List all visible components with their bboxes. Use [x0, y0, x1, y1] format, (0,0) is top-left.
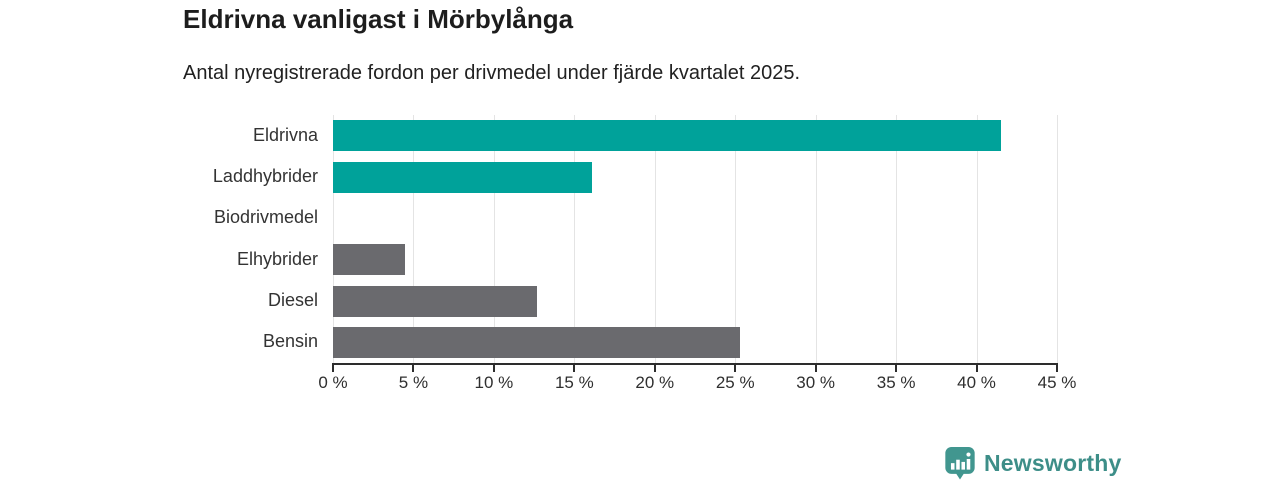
gridline — [493, 115, 495, 363]
gridline — [735, 115, 737, 363]
category-label: Bensin — [262, 331, 318, 352]
x-tick-mark — [895, 365, 898, 372]
x-tick-label: 0 % — [318, 373, 348, 392]
gridline — [333, 115, 334, 363]
newsworthy-brand-text: Newsworthy — [984, 449, 1122, 476]
x-tick-mark — [975, 365, 978, 372]
x-tick-label: 5 % — [398, 373, 429, 392]
category-label: Eldrivna — [252, 124, 318, 145]
chart-title: Eldrivna vanligast i Mörbylånga — [183, 4, 574, 34]
x-tick-mark — [573, 365, 576, 372]
plot-area — [333, 115, 1058, 363]
x-tick-label: 10 % — [474, 373, 514, 392]
x-tick-label: 15 % — [554, 373, 594, 392]
x-tick-label: 35 % — [876, 373, 916, 392]
x-axis-line — [332, 363, 1058, 365]
x-tick-mark — [332, 365, 334, 372]
bar-laddhybrider — [333, 161, 593, 193]
bar-diesel — [333, 285, 538, 317]
x-tick-mark — [734, 365, 737, 372]
category-label: Diesel — [267, 290, 318, 310]
category-label: Elhybrider — [236, 248, 318, 269]
x-tick-mark — [1056, 365, 1058, 372]
gridline — [1057, 115, 1058, 363]
newsworthy-logo-icon — [945, 446, 975, 480]
gridline — [815, 115, 817, 363]
newsworthy-brand: Newsworthy — [945, 446, 1121, 480]
gridline — [654, 115, 656, 363]
x-tick-label: 30 % — [796, 373, 836, 392]
x-tick-label: 25 % — [715, 373, 755, 392]
category-label: Biodrivmedel — [213, 207, 318, 228]
x-tick-label: 40 % — [957, 373, 996, 392]
x-tick-label: 20 % — [635, 373, 675, 392]
bar-elhybrider — [333, 244, 406, 276]
bar-bensin — [333, 326, 741, 358]
gridline — [574, 115, 576, 363]
x-tick-label: 45 % — [1037, 373, 1077, 392]
x-tick-mark — [412, 365, 415, 372]
x-tick-mark — [814, 365, 817, 372]
bar-eldrivna — [333, 120, 1001, 152]
gridline — [976, 115, 978, 363]
x-tick-mark — [492, 365, 495, 372]
gridline — [413, 115, 415, 363]
category-label: Laddhybrider — [212, 166, 318, 186]
chart-subtitle: Antal nyregistrerade fordon per drivmede… — [183, 62, 801, 84]
gridline — [896, 115, 898, 363]
x-tick-mark — [653, 365, 656, 372]
